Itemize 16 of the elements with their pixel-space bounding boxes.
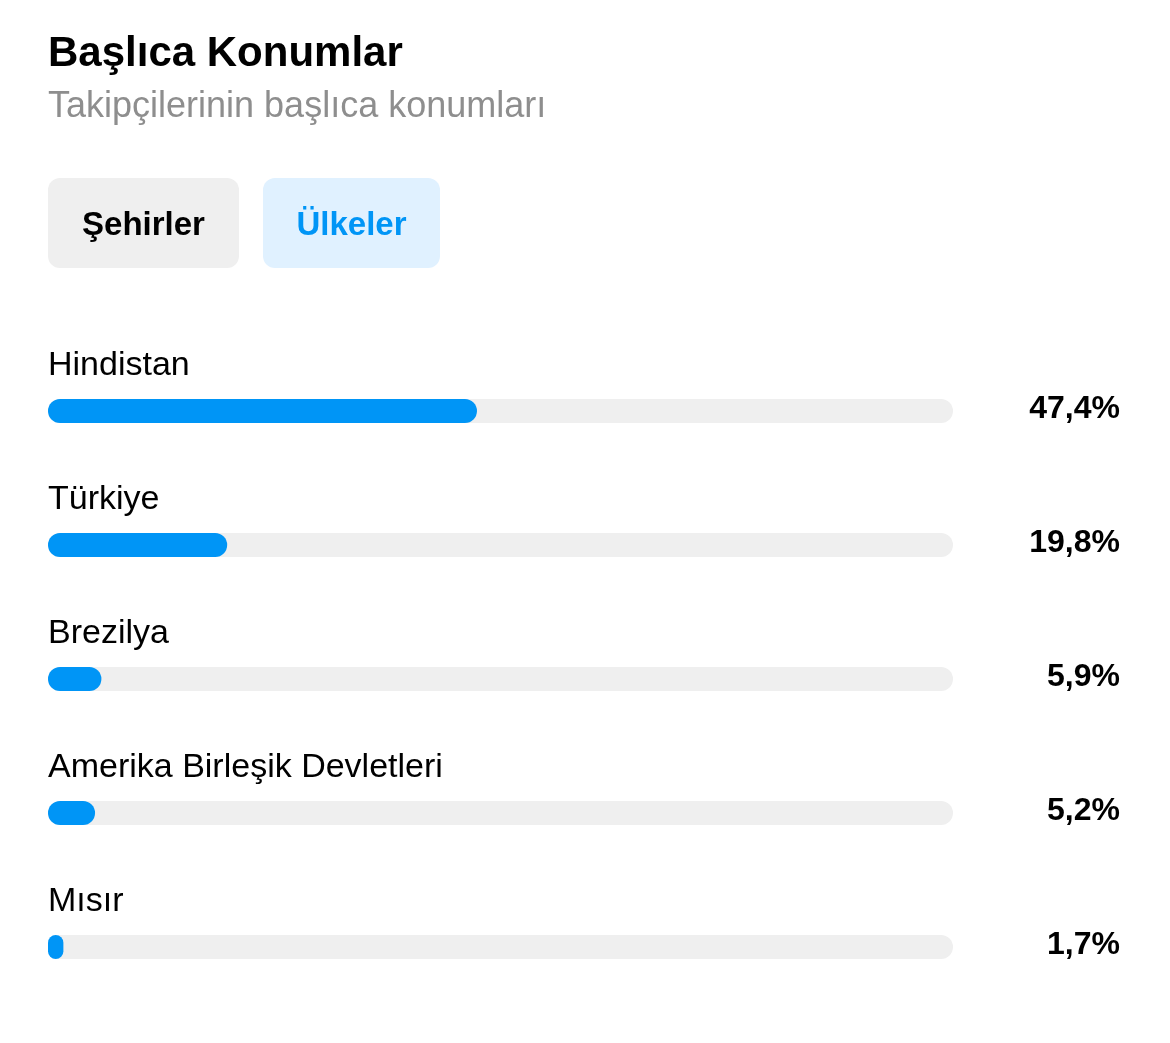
y-tick-label: Brezilya [48,612,170,650]
bar [48,667,102,691]
y-tick-label: Mısır [48,880,124,918]
data-label: 1,7% [1047,925,1120,961]
data-label: 47,4% [1029,389,1120,425]
y-tick-label: Türkiye [48,478,160,516]
data-label: 5,2% [1047,791,1120,827]
y-tick-label: Hindistan [48,344,190,382]
chart-title: Başlıca Konumlar [48,28,403,75]
data-label: 5,9% [1047,657,1120,693]
data-label: 19,8% [1029,523,1120,559]
tab-button: Ülkeler [263,178,440,268]
tab-button: Şehirler [48,178,239,268]
chart-subtitle: Takipçilerinin başlıca konumları [48,84,547,125]
bar [48,533,228,557]
y-tick-label: Amerika Birleşik Devletleri [48,746,443,784]
